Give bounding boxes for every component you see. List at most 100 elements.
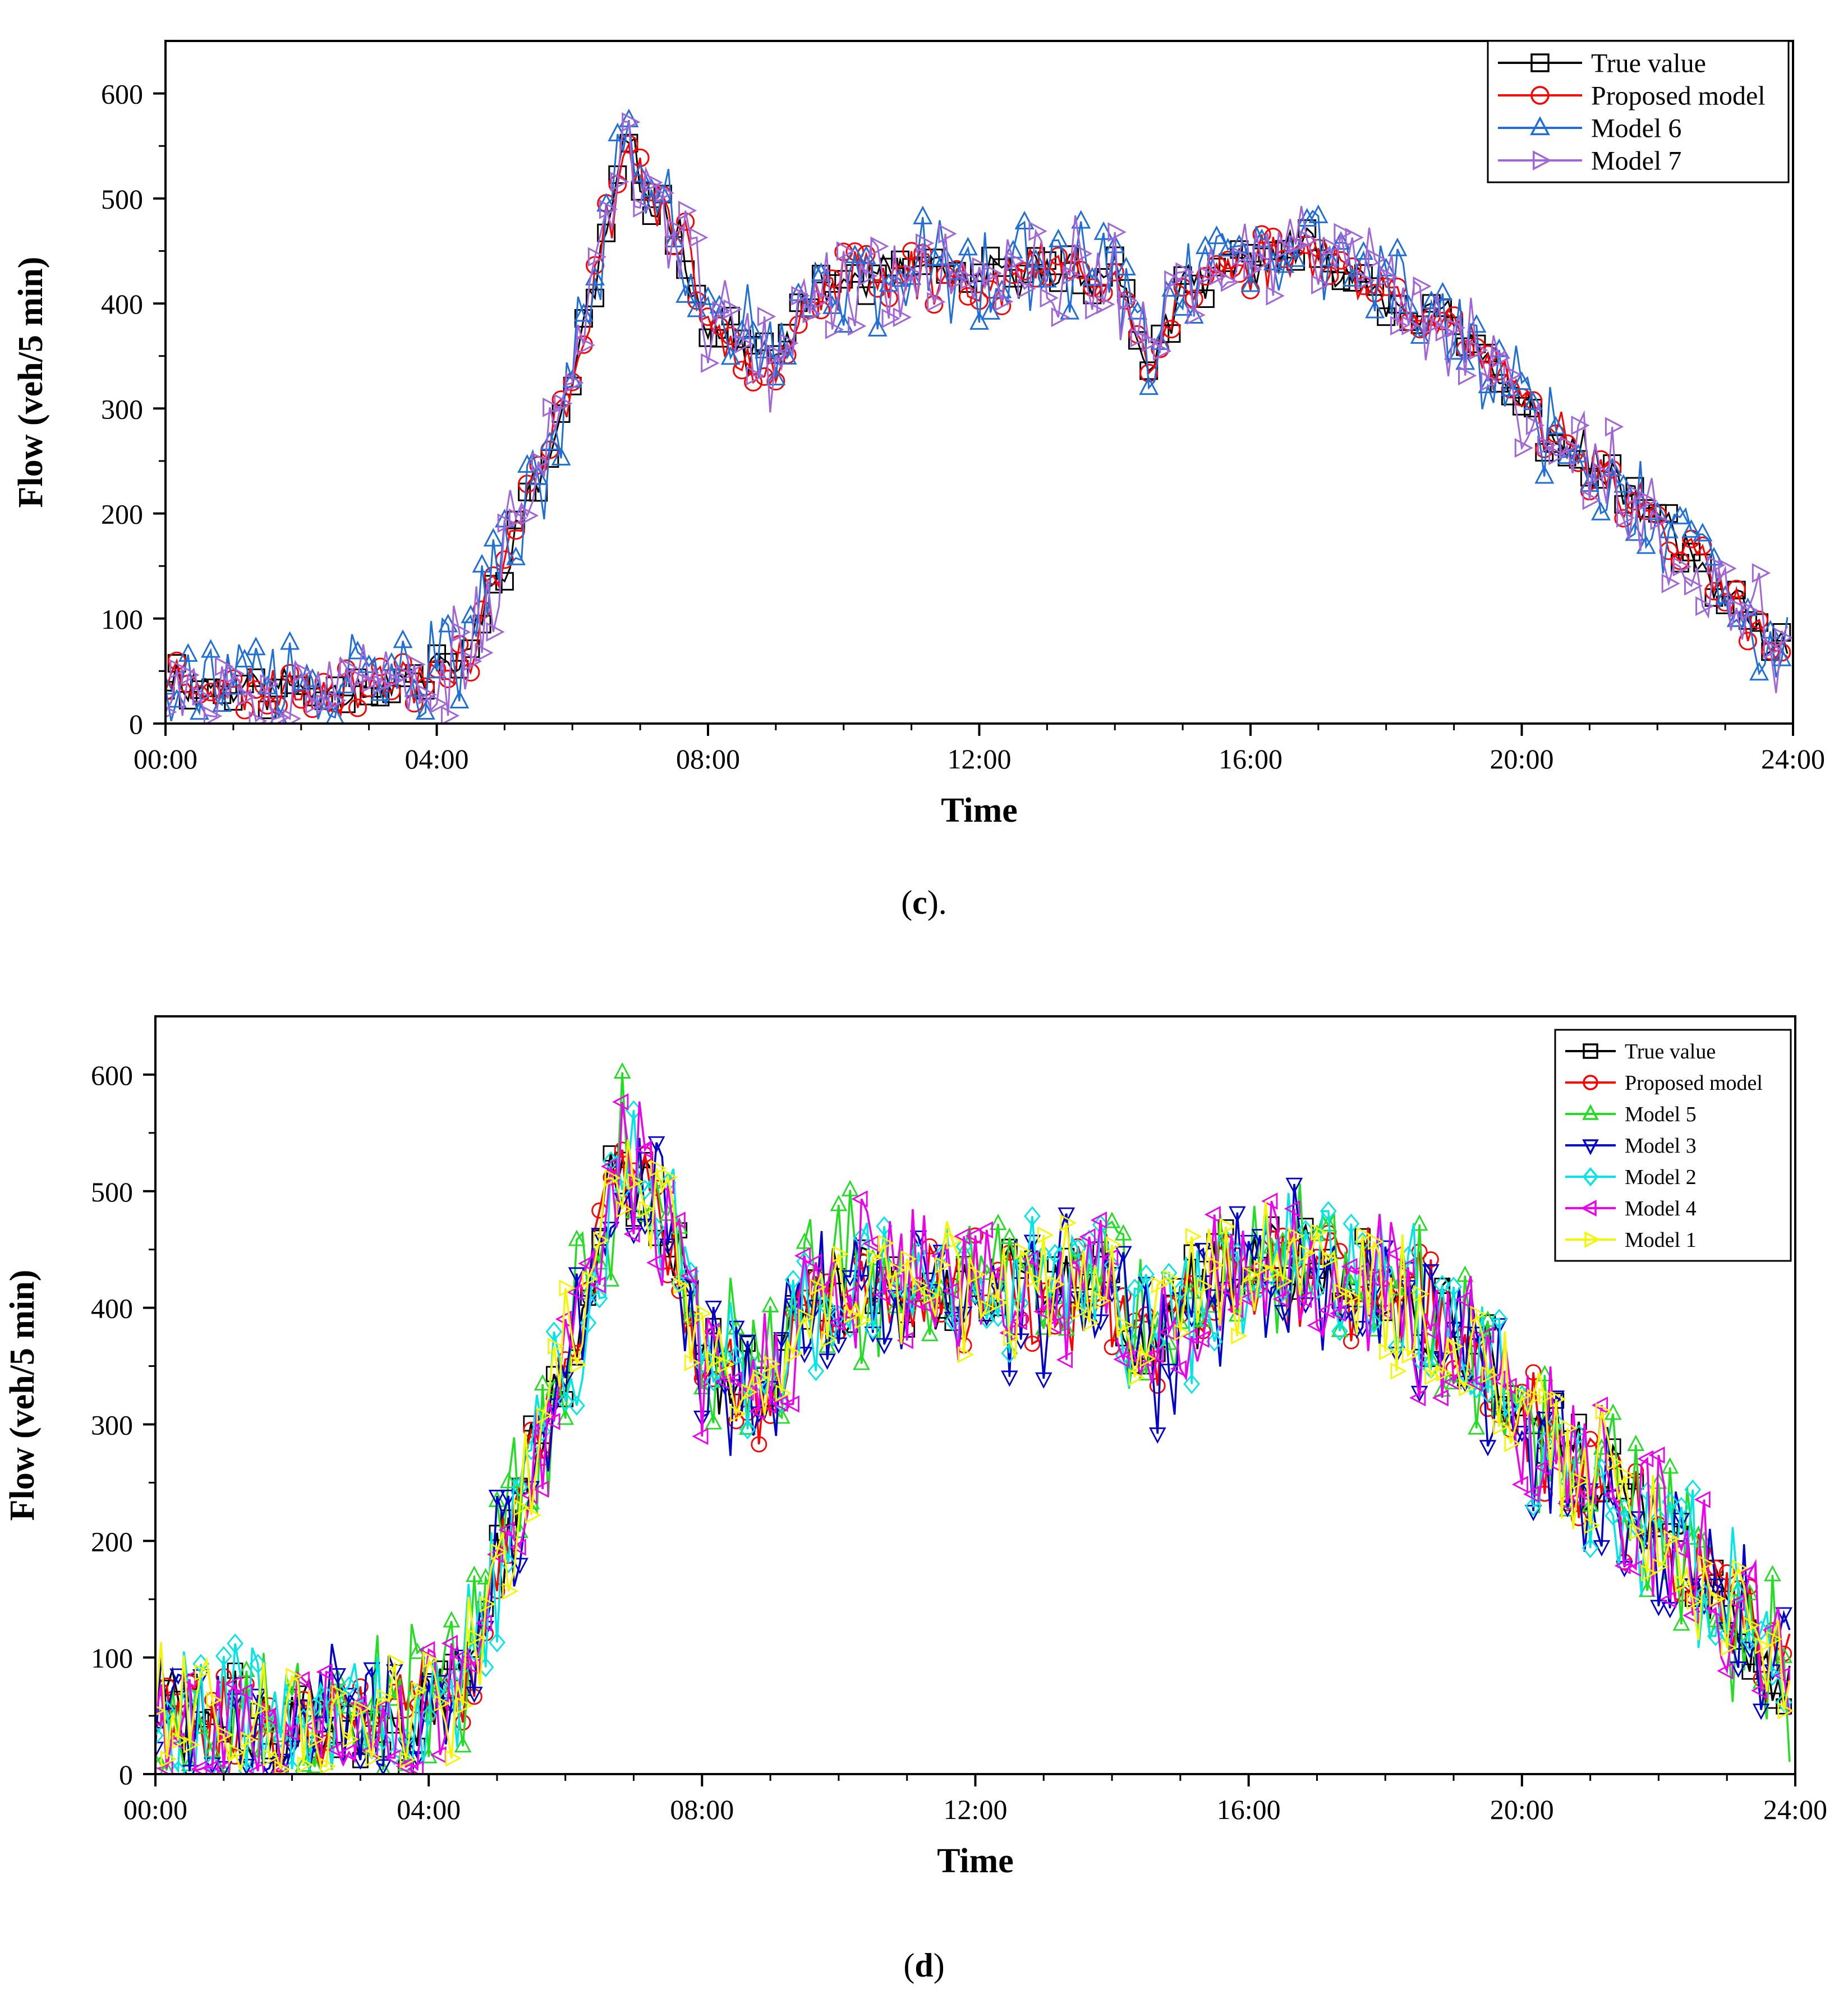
chart-c-series-2-point — [1195, 235, 1215, 254]
chart-d-legend-marker-5 — [1580, 1200, 1597, 1217]
chart-d-series-4-point — [489, 1632, 505, 1653]
chart-d-series-4-point — [1274, 1282, 1291, 1302]
chart-d-series-6-point — [1162, 1269, 1179, 1287]
chart-d-series-2-point — [238, 1660, 255, 1677]
chart-d-series-4-point — [1183, 1374, 1200, 1394]
chart-d-series-3-point — [283, 1740, 301, 1757]
chart-d-x-tick-label-1: 04:00 — [397, 1794, 461, 1825]
chart-d-legend-entry-4: Model 2 — [1565, 1166, 1697, 1189]
chart-d-series-6-point — [155, 1705, 166, 1716]
chart-d-series-4-point — [1525, 1496, 1542, 1517]
chart-c-series-3-point — [237, 687, 256, 707]
chart-d-legend-entry-6: Model 1 — [1565, 1228, 1697, 1252]
chart-d-series-4-point — [568, 1396, 585, 1416]
chart-d-legend-label-1: Proposed model — [1625, 1071, 1763, 1095]
chart-c-series-2-point — [935, 246, 955, 265]
chart-d-series-5-point — [1227, 1301, 1244, 1319]
chart-d-series-5-line — [155, 1101, 1791, 1772]
chart-d-series-4-point — [1331, 1321, 1348, 1341]
chart-c-series-3-point — [1740, 601, 1759, 621]
chart-d-series-2-point — [155, 1752, 164, 1769]
chart-d-series-6-point — [877, 1235, 895, 1252]
chart-d-series-6-point — [263, 1749, 279, 1766]
chart-c-series-3-point — [192, 686, 211, 706]
chart-d-series-4-point — [420, 1705, 437, 1726]
chart-c-series-3-point — [734, 334, 753, 354]
chart-d-series-2-point — [1046, 1288, 1064, 1305]
chart-c-series-1-point — [166, 681, 175, 701]
chart-c-series-2-point — [1082, 266, 1102, 286]
chart-d-series-4-point — [215, 1646, 232, 1666]
chart-d-series-4-point — [155, 1725, 164, 1746]
chart-c-series-3-point — [938, 224, 957, 244]
chart-c-series-3-point — [791, 285, 810, 306]
chart-d-series-5-point — [532, 1480, 549, 1498]
chart-d-series-5-point — [1694, 1491, 1711, 1508]
chart-d-series-1-point — [1183, 1275, 1200, 1292]
chart-d-series-5-point — [498, 1521, 515, 1539]
chart-c-series-3-point — [1752, 563, 1771, 583]
chart-d-series-6-point — [1037, 1226, 1054, 1244]
chart-d-series-6-point — [787, 1344, 803, 1362]
chart-c-series-3-point — [1096, 294, 1115, 315]
chart-c-series-3-point — [407, 655, 426, 675]
chart-d-series-0-point — [739, 1335, 756, 1352]
chart-d-series-3-point — [249, 1688, 267, 1705]
chart-d-series-5-point — [1421, 1322, 1437, 1339]
chart-d-legend-label-5: Model 4 — [1625, 1197, 1697, 1221]
chart-c-series-1-point — [789, 315, 808, 334]
chart-c-series-3-point — [1707, 555, 1726, 575]
chart-d-series-4-point — [1069, 1238, 1087, 1259]
chart-d-series-4-point — [181, 1686, 198, 1706]
chart-d-series-6-point — [718, 1356, 735, 1373]
chart-d-series-6-point — [1663, 1530, 1680, 1548]
chart-d-series-3-point — [580, 1295, 597, 1311]
chart-c-series-2-point — [969, 311, 989, 330]
chart-d-series-5-point — [1546, 1456, 1562, 1473]
chart-c-series-3-point — [1051, 307, 1070, 328]
chart-d-x-tick-label-6: 24:00 — [1763, 1794, 1827, 1825]
chart-d-series-5-point — [544, 1413, 560, 1430]
chart-d-series-6-point — [513, 1499, 530, 1517]
chart-d-series-4-point — [807, 1361, 825, 1381]
chart-d-series-2-point — [841, 1180, 859, 1196]
chart-d-series-5-point — [282, 1724, 298, 1742]
chart-d-series-3-point — [1479, 1440, 1497, 1457]
chart-c-series-3-point — [644, 173, 663, 193]
chart-d-series-3-point — [1661, 1602, 1679, 1619]
chart-c-series-2-point — [257, 675, 277, 694]
chart-c-series-2-point — [1602, 457, 1622, 476]
chart-d-series-5-point — [1147, 1346, 1164, 1364]
chart-d-series-5-point — [270, 1763, 287, 1774]
chart-c-series-3-point — [1153, 341, 1172, 361]
chart-d-series-3-point — [819, 1353, 836, 1370]
chart-c-series-3-point — [622, 112, 641, 132]
chart-c-series-2-point — [1116, 256, 1136, 276]
chart-d-series-5-point — [373, 1698, 390, 1716]
chart-c-series-3-point — [1560, 436, 1579, 456]
chart-d-series-3-point — [352, 1753, 369, 1770]
chart-c-series-3-point — [520, 505, 539, 526]
chart-d-series-6-point — [1481, 1366, 1498, 1384]
chart-c-series-2-point — [359, 654, 379, 673]
chart-d-legend-marker-0 — [1583, 1043, 1598, 1059]
chart-d-series-6-point — [900, 1250, 917, 1268]
caption-c-suffix: . — [938, 884, 947, 921]
chart-d-series-6-point — [320, 1757, 337, 1774]
chart-c-series-0-point — [167, 654, 186, 673]
chart-d-series-6-point — [1185, 1228, 1202, 1245]
chart-c-series-2-point — [1772, 647, 1792, 666]
chart-d-series-2-point — [921, 1325, 939, 1342]
chart-d-series-6-point — [1253, 1259, 1270, 1277]
chart-c-series-3-point — [226, 664, 245, 684]
chart-d-series-2-point — [499, 1472, 517, 1489]
chart-d-series-6-point — [1743, 1616, 1760, 1634]
chart-c-series-2-point — [1658, 519, 1679, 538]
chart-d-series-4-point — [1582, 1538, 1599, 1558]
chart-d-series-6-point — [1117, 1316, 1134, 1334]
chart-c-series-3-point — [1141, 332, 1161, 352]
chart-d-series-5-point — [1238, 1290, 1255, 1307]
chart-d-series-3-point — [1274, 1305, 1291, 1321]
chart-c-series-2-point — [1037, 269, 1057, 288]
chart-d-series-6-point — [1640, 1564, 1658, 1582]
